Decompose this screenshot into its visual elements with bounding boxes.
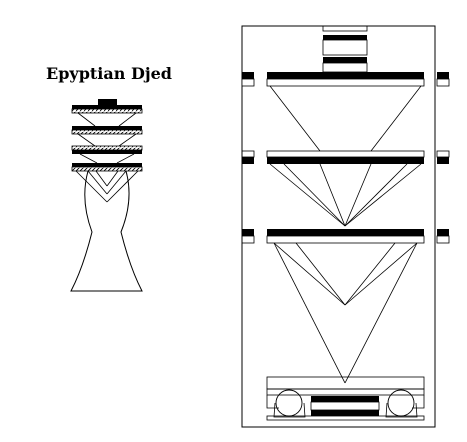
top-cap: [322, 25, 368, 73]
small-djed-band-4: [71, 163, 143, 172]
roller-right: [385, 389, 418, 418]
base-assembly: [266, 376, 425, 421]
small-djed-band-3: [71, 145, 143, 154]
small-djed-band-1: [71, 105, 143, 114]
roller-left: [273, 389, 306, 418]
large-djed-section: [241, 25, 450, 428]
small-djed-pillar: [70, 99, 143, 292]
small-djed-top-knob: [98, 99, 117, 105]
small-djed-body: [70, 170, 143, 292]
level-2-bar: [241, 150, 450, 164]
large-djed-triangles: [269, 85, 422, 384]
level-3-bar: [241, 229, 450, 244]
diagram-title: Epyptian Djed: [46, 64, 172, 83]
small-djed-v-lines: [75, 112, 139, 203]
small-djed-band-2: [71, 126, 143, 135]
level-1-bar: [241, 72, 450, 87]
